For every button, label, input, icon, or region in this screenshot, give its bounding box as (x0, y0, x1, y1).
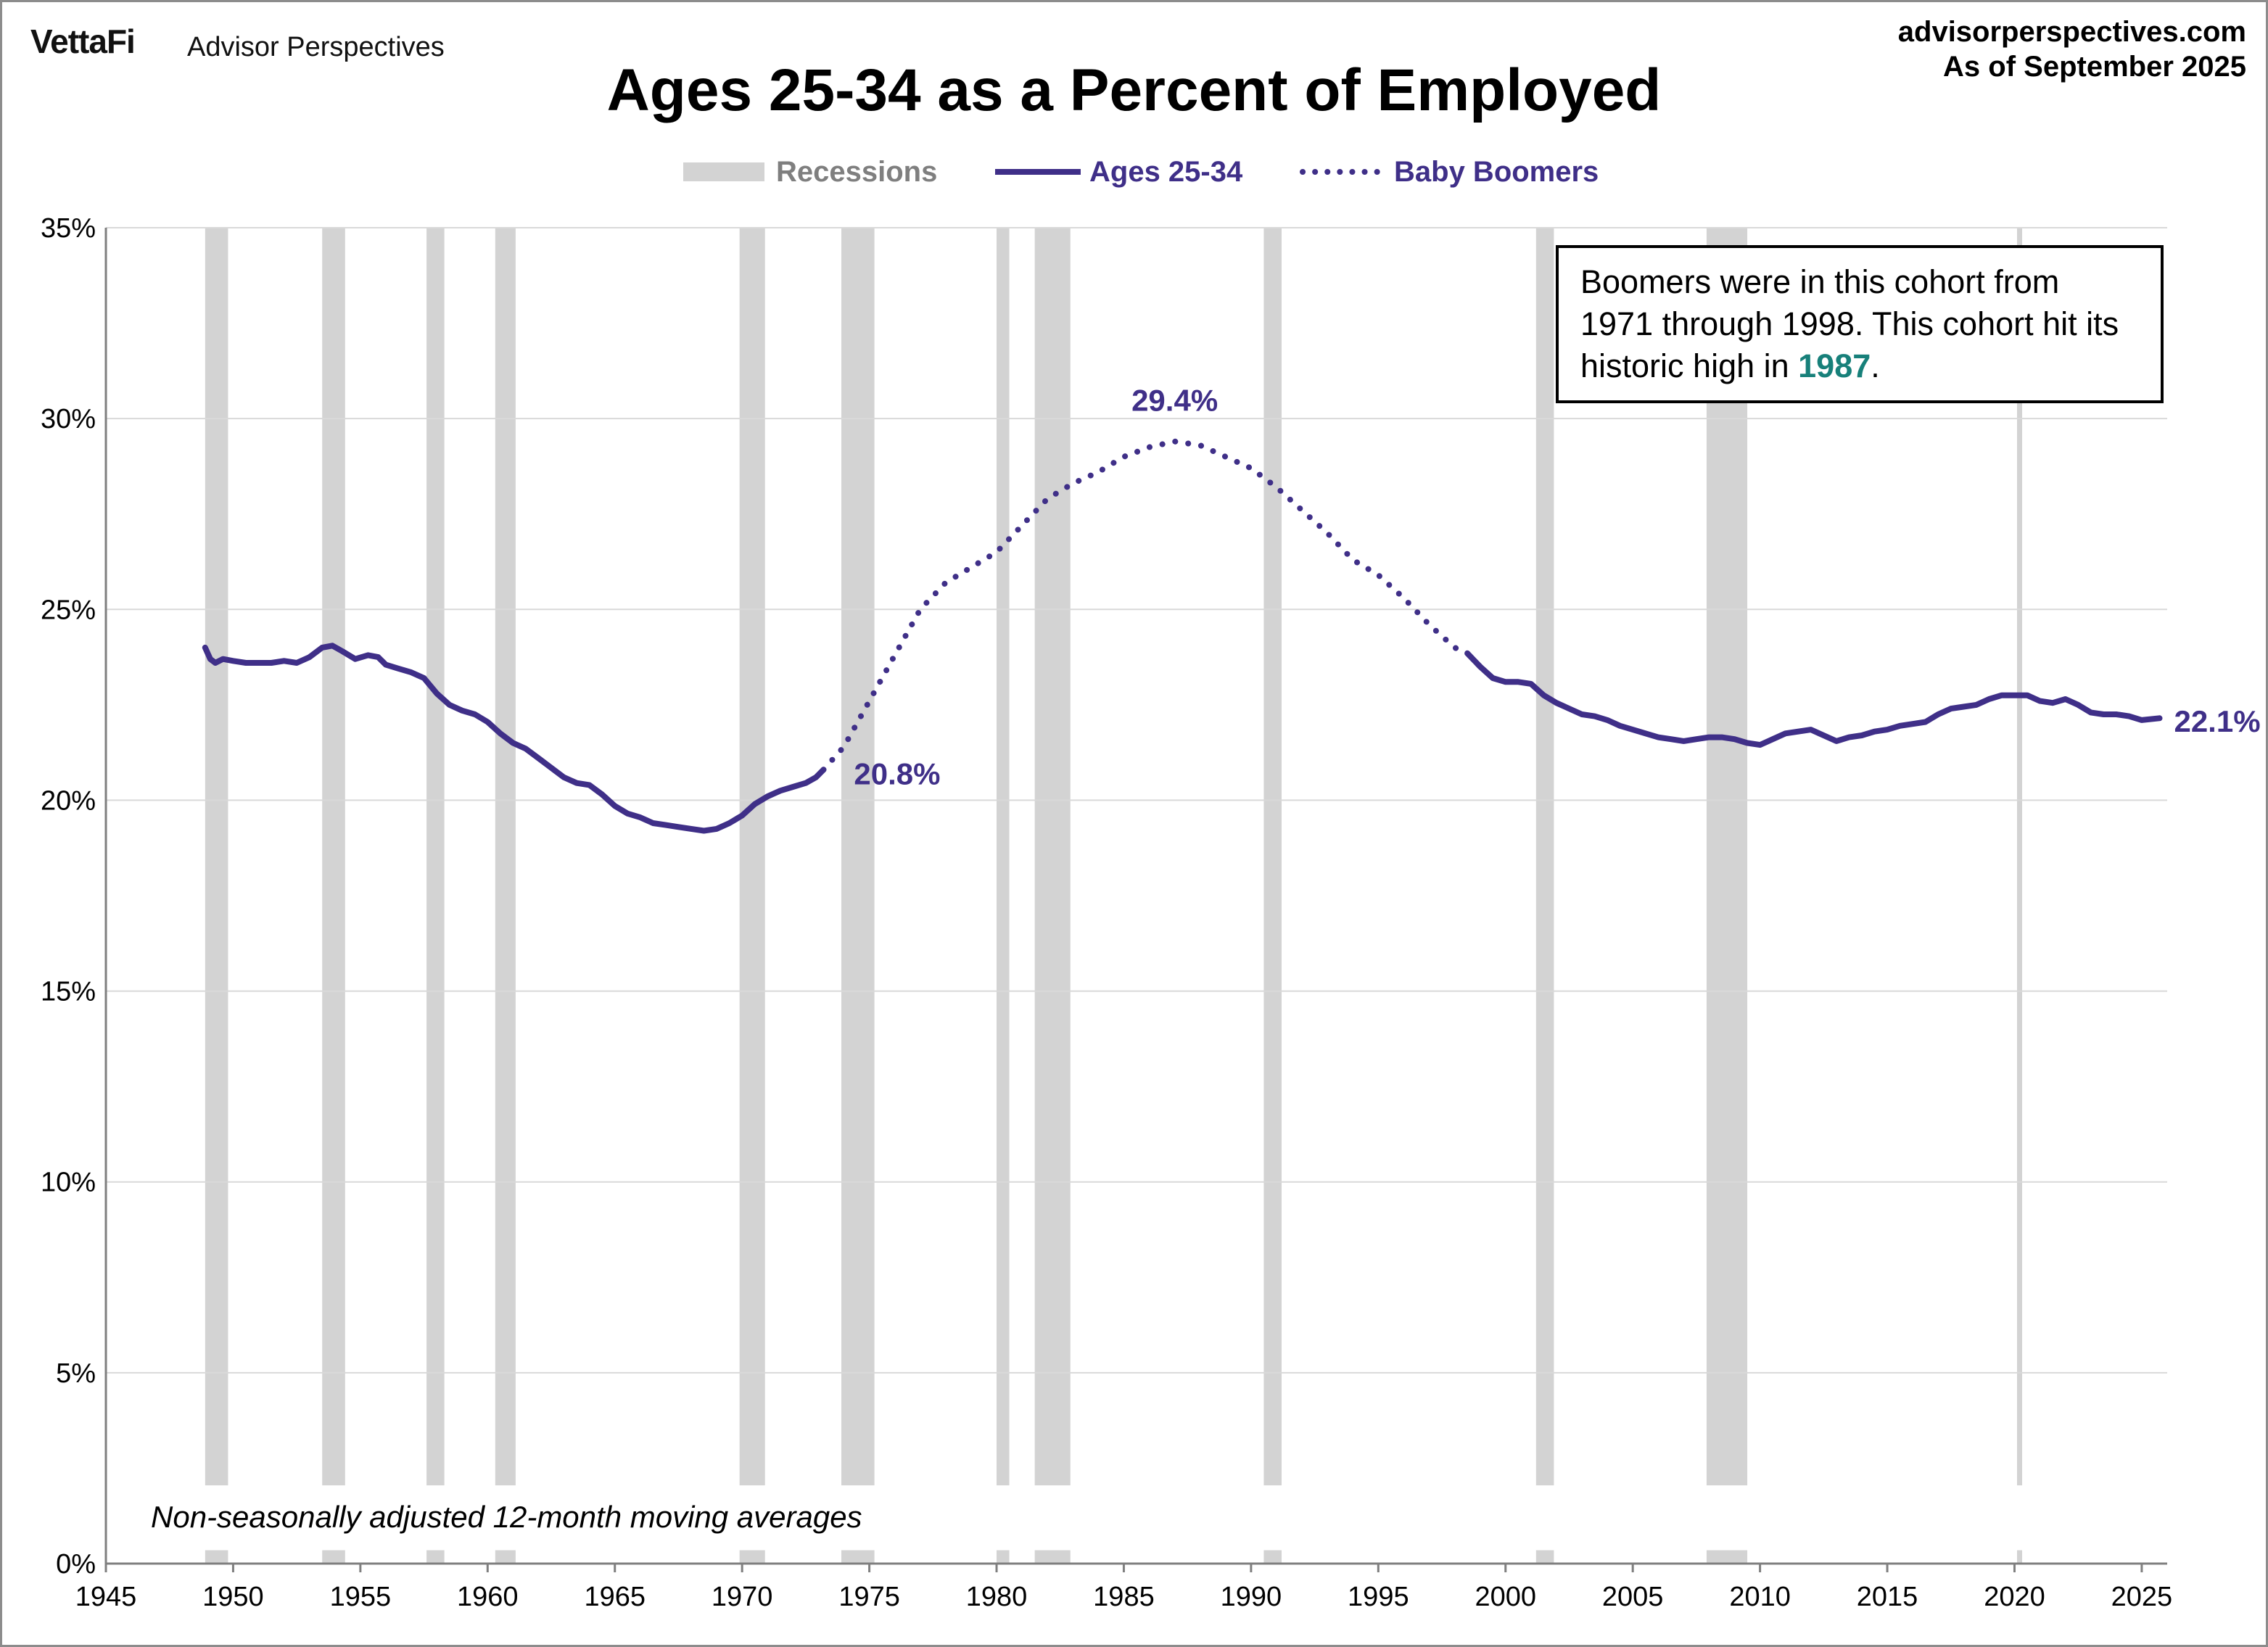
x-tick-label: 1985 (1093, 1582, 1155, 1612)
recession-band (1263, 228, 1282, 1486)
legend: Recessions Ages 25-34 Baby Boomers (683, 156, 1599, 188)
x-tick-label: 1960 (457, 1582, 519, 1612)
recession-band (426, 228, 445, 1486)
recession-bands (205, 228, 2023, 1564)
logo-subtitle: Advisor Perspectives (187, 32, 445, 62)
x-tick-label: 1995 (1348, 1582, 1409, 1612)
x-tick-label: 1955 (330, 1582, 392, 1612)
as-of-date: As of September 2025 (1943, 51, 2246, 83)
data-label: 22.1% (2174, 704, 2260, 738)
recession-band (1535, 228, 1554, 1486)
recession-band-lower (1034, 1550, 1071, 1564)
y-tick-label: 30% (41, 404, 96, 434)
x-tick-label: 2015 (1857, 1582, 1918, 1612)
recession-band-lower (1263, 1550, 1282, 1564)
recession-band-lower (495, 1550, 516, 1564)
recession-band-lower (205, 1550, 228, 1564)
legend-label-recessions: Recessions (776, 156, 937, 188)
series-lines (202, 438, 2163, 834)
y-tick-label: 25% (41, 595, 96, 625)
recession-band (205, 228, 228, 1486)
recession-band-lower (322, 1550, 345, 1564)
footnote: Non-seasonally adjusted 12-month moving … (151, 1500, 862, 1534)
x-tick-label: 2000 (1475, 1582, 1536, 1612)
site-url: advisorperspectives.com (1897, 16, 2246, 48)
recession-band (322, 228, 345, 1486)
x-tick-label: 2010 (1729, 1582, 1791, 1612)
recession-band (841, 228, 875, 1486)
x-tick-label: 1980 (966, 1582, 1028, 1612)
recession-band-lower (739, 1550, 765, 1564)
series-line-ages-25-34 (202, 643, 827, 834)
x-tick-label: 1965 (584, 1582, 646, 1612)
legend-label-ages: Ages 25-34 (1089, 156, 1243, 188)
vettafi-logo: VettaFi (30, 22, 136, 60)
recession-band (739, 228, 765, 1486)
x-tick-label: 1975 (838, 1582, 900, 1612)
recession-band-lower (1535, 1550, 1554, 1564)
x-tick-label: 2020 (1984, 1582, 2045, 1612)
recession-band-lower (841, 1550, 875, 1564)
y-tick-label: 20% (41, 785, 96, 816)
gridlines (106, 227, 2167, 1374)
legend-swatch-recessions (683, 162, 764, 181)
series-line-ages-25-34 (1464, 650, 2163, 748)
series-line-baby-boomers (820, 438, 1471, 773)
recession-band (1706, 228, 1748, 1486)
recession-band (997, 228, 1010, 1486)
tick-labels: 0% 5% 10% 15% 20% 25% 30% 35% 1945 1950 1955 1960 19… (41, 213, 2172, 1612)
axes (104, 228, 2167, 1565)
recession-band-lower (1706, 1550, 1748, 1564)
recession-band-lower (426, 1550, 445, 1564)
annotation-highlight-year: 1987 (1798, 347, 1871, 384)
recession-band (2016, 228, 2023, 1486)
x-tick-label: 1990 (1221, 1582, 1282, 1612)
recession-band (495, 228, 516, 1486)
x-tick-label: 1945 (75, 1582, 137, 1612)
annotation-box: Boomers were in this cohort from 1971 th… (1556, 245, 2164, 403)
x-tick-label: 1950 (202, 1582, 264, 1612)
annotation-text: Boomers were in this cohort from 1971 th… (1580, 263, 2119, 384)
x-tick-label: 2025 (2111, 1582, 2173, 1612)
recession-band-lower (997, 1550, 1010, 1564)
y-tick-label: 5% (56, 1358, 96, 1389)
legend-label-boomers: Baby Boomers (1394, 156, 1599, 188)
data-label: 20.8% (854, 756, 940, 791)
site-info: advisorperspectives.com As of September … (1898, 15, 2246, 84)
x-tick-label: 2005 (1602, 1582, 1664, 1612)
annotation-end: . (1871, 347, 1880, 384)
y-tick-label: 10% (41, 1168, 96, 1198)
y-tick-label: 35% (41, 213, 96, 244)
data-label: 29.4% (1131, 384, 1218, 418)
x-tick-label: 1970 (712, 1582, 773, 1612)
recession-band-lower (2016, 1550, 2023, 1564)
chart-title: Ages 25-34 as a Percent of Employed (606, 57, 1662, 123)
y-tick-label: 15% (41, 977, 96, 1007)
recession-band (1034, 228, 1071, 1486)
y-tick-label: 0% (56, 1549, 96, 1580)
data-labels: 20.8% 29.4% 22.1% (854, 384, 2260, 791)
